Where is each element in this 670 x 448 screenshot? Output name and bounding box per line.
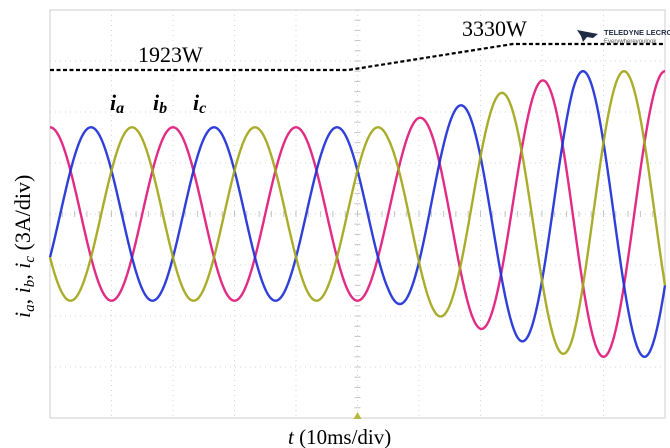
legend-ia: ia [110, 90, 124, 117]
legend: ia ib ic [110, 90, 206, 117]
brand-logo: TELEDYNE LECROY Everywhereyoulook [577, 28, 670, 45]
trigger-marker [353, 412, 362, 419]
power-after-label: 3330W [462, 16, 527, 41]
x-axis-label: t (10ms/div) [288, 425, 391, 448]
brand-name: TELEDYNE LECROY [604, 28, 670, 37]
y-axis-label: ia, ib, ic (3A/div) [10, 175, 38, 318]
power-profile-line [50, 42, 665, 72]
brand-tagline: Everywhereyoulook [604, 39, 657, 45]
legend-ib: ib [153, 90, 167, 117]
lecroy-bird-icon [577, 30, 598, 42]
grid [49, 9, 666, 419]
waveform-ic [48, 70, 667, 355]
waveforms [48, 70, 667, 358]
legend-ic: ic [193, 90, 206, 117]
power-before-label: 1923W [138, 42, 203, 67]
